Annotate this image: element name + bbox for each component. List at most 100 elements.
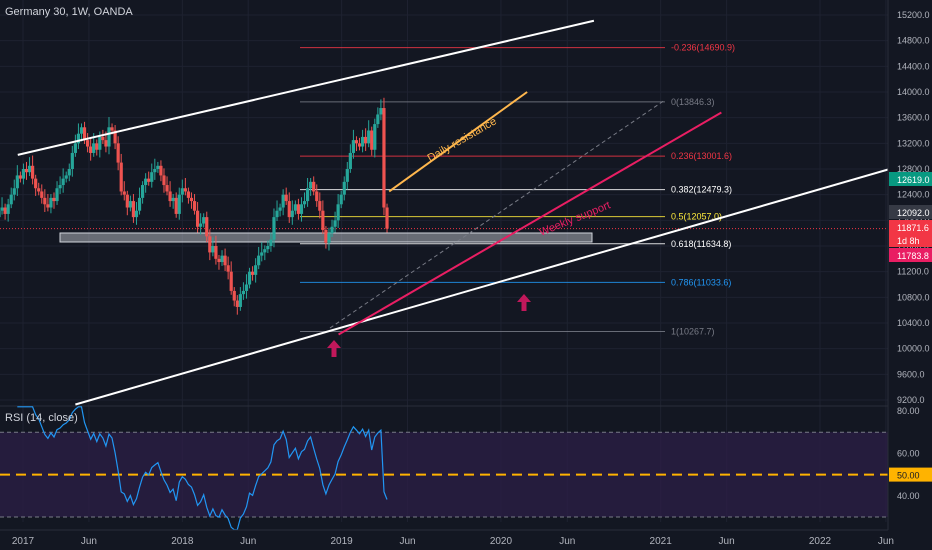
fib-label: -0.236(14690.9) xyxy=(671,43,735,53)
candle-body xyxy=(137,197,142,211)
candle-body xyxy=(140,185,145,198)
candle-body xyxy=(342,181,346,195)
price-badge-text: 11871.6 xyxy=(897,223,929,233)
time-tick-label: 2021 xyxy=(650,536,673,547)
time-tick-label: 2018 xyxy=(171,536,194,547)
candle-body xyxy=(168,191,172,202)
rsi-current-value: 50.00 xyxy=(897,471,920,481)
candle-body xyxy=(73,143,77,153)
candle-body xyxy=(373,124,377,150)
candle-body xyxy=(318,201,322,211)
candle-body xyxy=(305,188,310,202)
rsi-tick-label: 80.00 xyxy=(897,406,920,416)
candle-body xyxy=(24,169,29,173)
candle-body xyxy=(379,108,383,115)
price-axis-bg xyxy=(888,0,932,550)
time-tick-label: 2022 xyxy=(809,536,832,547)
candle-body xyxy=(330,226,334,234)
candle-body xyxy=(116,143,120,163)
candle-body xyxy=(370,130,374,150)
candle-body xyxy=(296,204,301,214)
candle-body xyxy=(195,210,200,227)
candle-body xyxy=(174,197,178,214)
candle-body xyxy=(85,140,90,147)
candle-body xyxy=(293,204,297,211)
trend-line xyxy=(338,111,722,336)
candle-body xyxy=(302,201,307,205)
candle-body xyxy=(357,143,362,147)
candle-body xyxy=(76,133,81,144)
candle-body xyxy=(98,136,102,150)
rsi-current-badge xyxy=(889,467,932,482)
candle-body xyxy=(348,152,352,169)
price-tick-label: 14400.0 xyxy=(897,61,930,71)
candle-body xyxy=(46,204,50,208)
candle-body xyxy=(364,136,368,144)
rsi-label: RSI (14, close) xyxy=(5,412,78,424)
candle-body xyxy=(238,294,242,307)
candle-body xyxy=(312,181,316,192)
candle-body xyxy=(275,210,279,218)
chart-title: Germany 30, 1W, OANDA xyxy=(5,6,133,18)
candle-body xyxy=(321,210,325,230)
price-badge xyxy=(889,248,932,262)
candle-body xyxy=(199,223,203,227)
candle-body xyxy=(177,194,181,214)
price-tick-label: 12800.0 xyxy=(897,164,930,174)
candle-body xyxy=(92,143,96,153)
time-tick-label: Jun xyxy=(240,536,256,547)
candle-body xyxy=(89,146,93,153)
candle-body xyxy=(95,143,99,150)
candle-body xyxy=(226,265,230,272)
candle-body xyxy=(354,140,359,144)
time-tick-label: Jun xyxy=(81,536,97,547)
candle-body xyxy=(290,210,294,218)
price-tick-label: 13600.0 xyxy=(897,113,930,123)
rsi-line xyxy=(17,406,388,531)
candle-body xyxy=(202,217,206,224)
time-tick-label: 2020 xyxy=(490,536,513,547)
candle-body xyxy=(159,165,163,176)
candle-body xyxy=(165,185,169,192)
fib-diagonal xyxy=(329,99,666,329)
candle-body xyxy=(171,197,175,202)
candle-body xyxy=(162,175,166,186)
candle-body xyxy=(104,140,108,147)
candle-body xyxy=(254,265,258,275)
candle-body xyxy=(235,300,239,307)
price-badge xyxy=(889,205,932,219)
time-tick-label: 2017 xyxy=(12,536,35,547)
candle-body xyxy=(351,140,356,153)
candle-body xyxy=(55,188,59,202)
candle-body xyxy=(189,197,194,202)
candle-body xyxy=(131,201,136,218)
fib-label: 0.786(11033.6) xyxy=(671,277,731,287)
price-badge-text: 1d 8h xyxy=(897,236,920,246)
candle-body xyxy=(64,175,68,179)
candle-body xyxy=(67,169,71,176)
candle-body xyxy=(0,207,4,211)
candle-body xyxy=(70,152,74,169)
candle-body xyxy=(287,201,291,218)
candle-body xyxy=(257,255,261,266)
price-tick-label: 13200.0 xyxy=(897,138,930,148)
candle-body xyxy=(229,271,233,291)
candle-body xyxy=(6,204,10,214)
time-tick-label: 2019 xyxy=(331,536,354,547)
price-tick-label: 12400.0 xyxy=(897,190,930,200)
candle-body xyxy=(309,181,313,189)
annotation-daily-resistance: Daily resistance xyxy=(426,115,499,164)
candle-body xyxy=(327,233,331,243)
price-badge-text: 12619.0 xyxy=(897,175,930,185)
candle-body xyxy=(315,191,319,202)
price-tick-label: 14800.0 xyxy=(897,36,930,46)
candle-body xyxy=(21,169,26,179)
candle-body xyxy=(31,165,35,179)
candle-body xyxy=(107,127,111,147)
candle-body xyxy=(244,284,249,291)
time-tick-label: Jun xyxy=(399,536,415,547)
up-arrow-icon xyxy=(517,294,531,311)
candle-body xyxy=(156,165,160,169)
candle-body xyxy=(339,194,343,205)
